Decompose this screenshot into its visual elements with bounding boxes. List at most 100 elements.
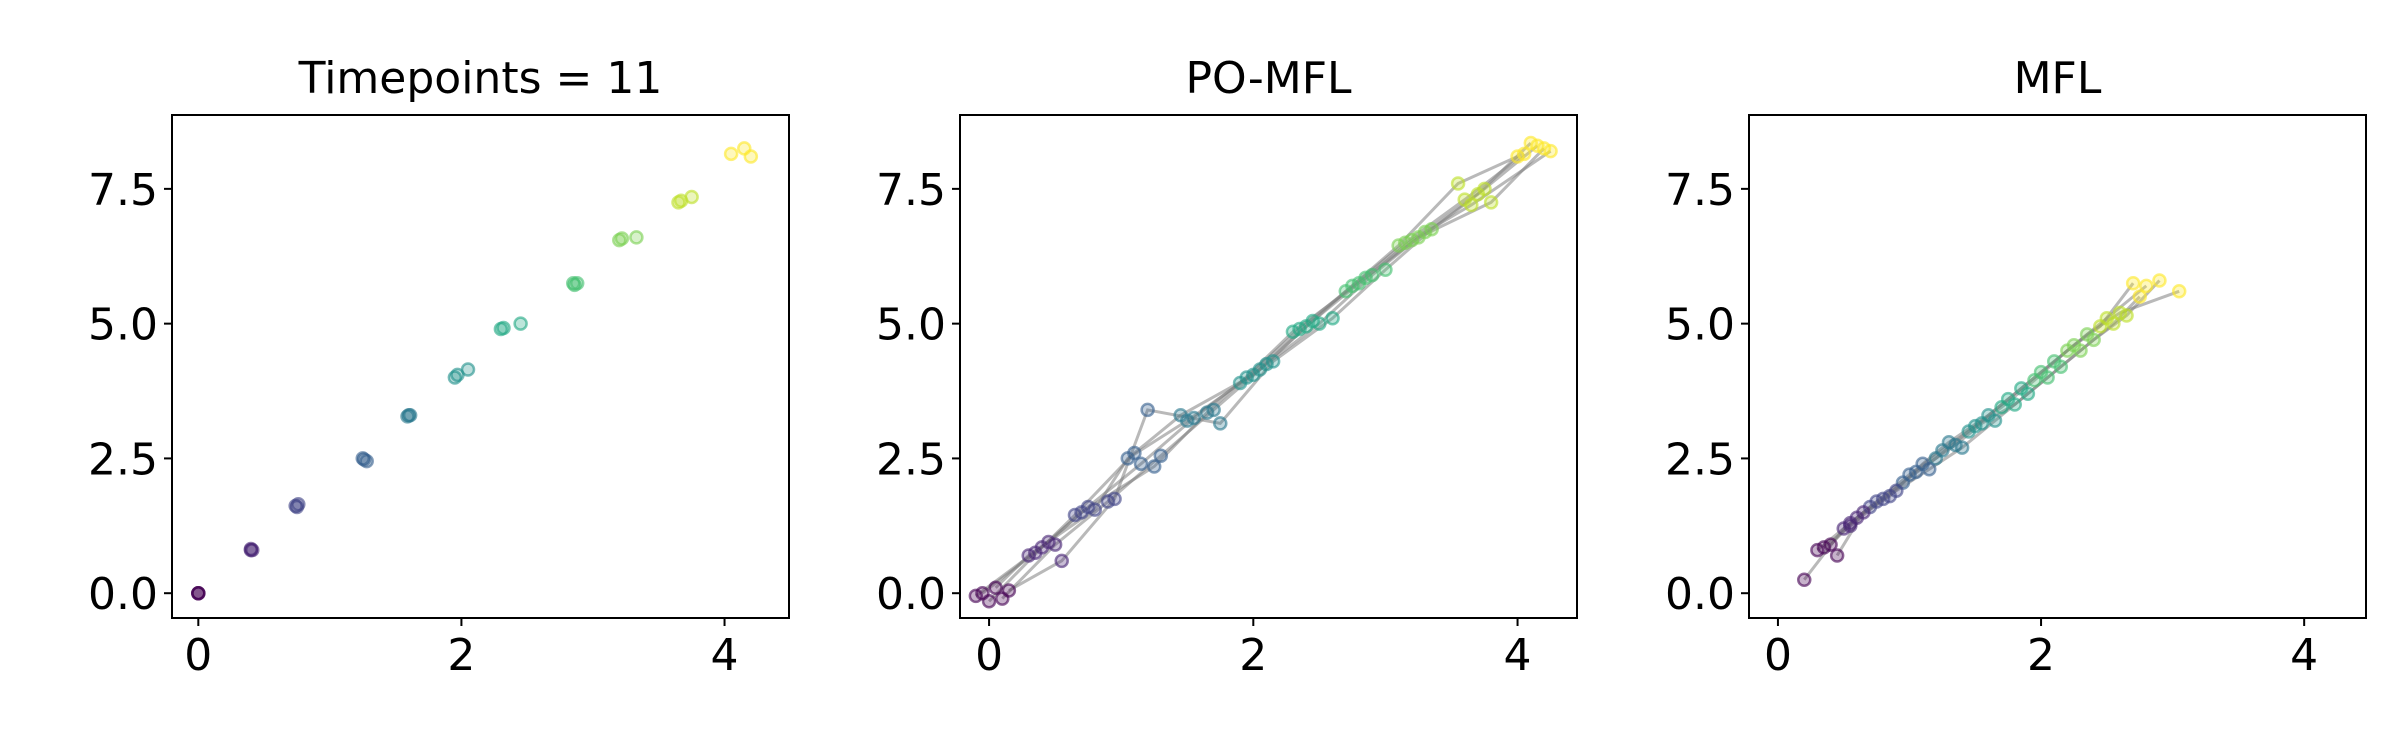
point	[1961, 424, 1976, 439]
point	[723, 146, 739, 162]
trajectory-line	[987, 149, 1552, 603]
point	[1213, 416, 1228, 431]
point	[2152, 273, 2167, 288]
point	[1338, 284, 1354, 299]
point	[1470, 187, 1486, 202]
x-tick-label: 2	[447, 630, 475, 681]
point	[2119, 308, 2134, 323]
point	[981, 594, 997, 609]
point	[2060, 343, 2075, 358]
trajectory-line	[1829, 289, 2180, 546]
subplot-title: PO-MFL	[1185, 53, 1352, 104]
point	[1921, 461, 1937, 477]
point	[1265, 354, 1281, 369]
y-tick-label: 5.0	[1665, 300, 1735, 351]
point	[1928, 451, 1944, 466]
point	[1464, 197, 1479, 213]
point	[496, 320, 511, 336]
point	[1232, 375, 1248, 391]
point	[513, 316, 528, 331]
point	[2073, 343, 2088, 358]
point	[2132, 289, 2147, 304]
x-tick-label: 2	[2027, 630, 2055, 681]
point	[2171, 284, 2187, 299]
point	[614, 231, 630, 246]
point	[1021, 548, 1036, 563]
point	[1127, 445, 1142, 461]
y-tick-label: 2.5	[1665, 434, 1735, 485]
point	[1543, 143, 1558, 159]
point	[567, 277, 582, 293]
point	[1889, 483, 1904, 499]
point	[1087, 502, 1103, 517]
point	[1510, 149, 1525, 164]
x-tick-label: 4	[1504, 630, 1532, 681]
x-tick-label: 0	[975, 630, 1003, 681]
point	[1483, 195, 1499, 210]
point	[1797, 572, 1812, 587]
point	[743, 149, 759, 164]
point	[1875, 491, 1891, 507]
axes-frame	[959, 114, 1578, 619]
point	[400, 409, 415, 424]
point	[2007, 397, 2022, 412]
subplot-title: Timepoints = 11	[298, 53, 663, 104]
point	[288, 498, 303, 514]
x-tick-label: 4	[711, 630, 739, 681]
y-tick-label: 7.5	[876, 165, 946, 216]
point	[1034, 540, 1050, 555]
point	[1843, 518, 1858, 534]
point	[1816, 540, 1832, 555]
point	[191, 585, 206, 601]
point	[1199, 405, 1215, 420]
point	[2053, 359, 2069, 375]
point	[1450, 176, 1466, 191]
subplot: MFL 0 2 4 0.0 2.5 5.0 7.5	[1665, 53, 2367, 681]
point	[450, 367, 465, 383]
point	[1391, 238, 1406, 253]
subplot: Timepoints = 11 0 2 4 0.0 2.5 5.0 7.5	[88, 53, 790, 681]
y-tick-label: 0.0	[1665, 569, 1735, 620]
point	[1424, 222, 1439, 237]
point	[1153, 448, 1169, 463]
point	[1829, 548, 1845, 563]
y-tick-label: 0.0	[876, 569, 946, 620]
point	[673, 193, 689, 208]
y-tick-label: 0.0	[88, 569, 158, 620]
point	[1856, 505, 1871, 520]
point	[1133, 456, 1149, 472]
x-tick-label: 4	[2290, 630, 2318, 681]
x-tick-label: 0	[1764, 630, 1792, 681]
points	[1797, 273, 2187, 587]
point	[1908, 464, 1924, 480]
point	[243, 541, 259, 557]
point	[1107, 491, 1122, 507]
point	[1054, 553, 1069, 569]
point	[1246, 367, 1261, 383]
point	[1298, 319, 1314, 334]
point	[2106, 316, 2121, 331]
y-tick-label: 7.5	[1665, 165, 1735, 216]
point	[629, 230, 644, 245]
points	[191, 141, 759, 601]
y-tick-label: 2.5	[88, 434, 158, 485]
point	[2125, 275, 2141, 291]
point	[1351, 275, 1367, 291]
point	[2040, 370, 2055, 385]
point	[1948, 437, 1963, 453]
subplot-title: MFL	[2014, 53, 2102, 104]
y-tick-label: 7.5	[88, 165, 158, 216]
point	[1285, 324, 1301, 339]
point	[1140, 402, 1155, 418]
point	[1173, 408, 1188, 423]
y-tick-label: 2.5	[876, 434, 946, 485]
point	[2027, 372, 2042, 388]
point	[1974, 416, 1990, 431]
point	[1404, 232, 1420, 248]
point	[1001, 583, 1017, 598]
point	[1987, 413, 2003, 428]
point	[1378, 262, 1393, 277]
point	[1067, 507, 1083, 523]
point	[2139, 278, 2154, 294]
